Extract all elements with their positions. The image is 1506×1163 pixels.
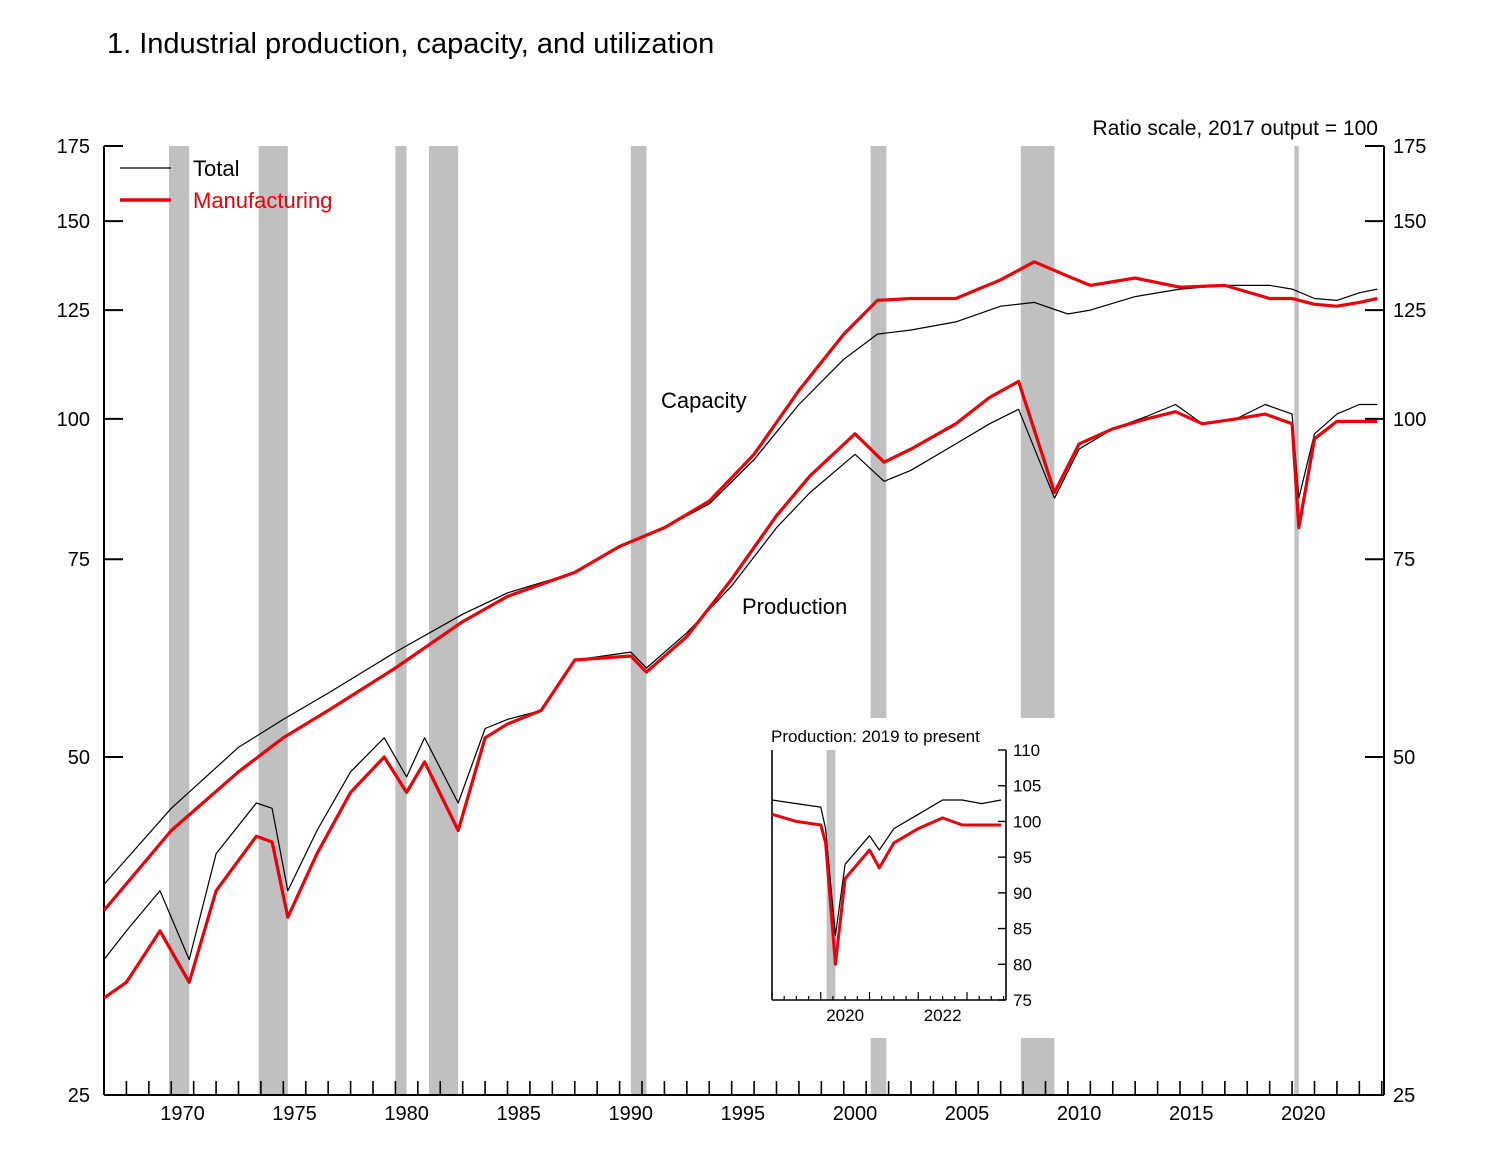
y-tick-label-right-25: 25 [1393,1085,1415,1107]
inset-total-line [771,799,1002,937]
x-tick-label-1970: 1970 [160,1103,205,1125]
y-tick-label-right-125: 125 [1393,300,1426,322]
y-tick-label-right-75: 75 [1393,549,1415,571]
inset-title: Production: 2019 to present [771,727,980,746]
inset-y-tick-label-95: 95 [1013,848,1032,867]
x-tick-label-1985: 1985 [496,1103,541,1125]
x-tick-label-1975: 1975 [272,1103,317,1125]
y-tick-label-left-25: 25 [68,1085,90,1107]
inset-axes: 75 80 85 90 95 100 105 110 2020 2022 [771,741,1041,1025]
recession-bar-7 [1294,146,1299,1095]
recession-bar-3 [429,146,459,1095]
legend-manufacturing-label: Manufacturing [193,188,332,213]
production-manufacturing-line [103,379,1378,1000]
inset-recession-bar-0 [826,750,836,1000]
inset-x-tick-label-2020: 2020 [826,1006,864,1025]
inset-y-tick-label-110: 110 [1013,741,1040,760]
inset-series [771,799,1002,966]
y-tick-label-right-150: 150 [1393,211,1426,233]
y-tick-label-left-50: 50 [68,747,90,769]
recession-bar-1 [258,146,288,1095]
production-total-line [103,403,1378,961]
y-tick-label-right-100: 100 [1393,409,1426,431]
capacity-manufacturing-line [102,260,1378,912]
inset-y-tick-label-75: 75 [1013,991,1032,1010]
inset-y-tick-label-80: 80 [1013,955,1032,974]
inset-y-tick-label-100: 100 [1013,812,1041,831]
inset-chart: Production: 2019 to present 75 80 85 90 95 10… [762,718,1062,1038]
recession-bar-0 [169,146,190,1095]
x-tick-label-2005: 2005 [945,1103,990,1125]
y-tick-label-left-125: 125 [57,300,90,322]
legend: Total Manufacturing [120,156,332,213]
x-tick-label-2020: 2020 [1281,1103,1326,1125]
capacity-total-line [103,284,1378,885]
y-tick-label-left-150: 150 [57,211,90,233]
y-tick-label-left-75: 75 [68,549,90,571]
legend-total-label: Total [193,156,239,181]
capacity-annotation: Capacity [661,388,747,413]
x-tick-label-2000: 2000 [833,1103,878,1125]
x-tick-label-1980: 1980 [384,1103,429,1125]
y-tick-label-left-100: 100 [57,409,90,431]
y-tick-label-left-175: 175 [57,136,90,158]
scale-note: Ratio scale, 2017 output = 100 [1093,117,1378,140]
x-tick-label-2010: 2010 [1057,1103,1102,1125]
x-tick-label-2015: 2015 [1169,1103,1214,1125]
inset-background [762,718,1062,1038]
inset-y-tick-label-85: 85 [1013,920,1032,939]
main-series [102,260,1378,1000]
main-axes: 25 25 50 50 75 75 100 100 125 125 150 150 175 175 1970… [57,136,1427,1125]
recession-bar-4 [630,146,647,1095]
inset-x-tick-label-2022: 2022 [924,1006,962,1025]
y-tick-label-right-175: 175 [1393,136,1426,158]
inset-recession-bars [826,750,836,1000]
recession-bars [169,146,1299,1095]
x-tick-label-1995: 1995 [721,1103,766,1125]
production-annotation: Production [742,594,847,619]
inset-y-tick-label-105: 105 [1013,777,1041,796]
inset-manufacturing-line [771,812,1002,966]
inset-y-tick-label-90: 90 [1013,884,1032,903]
chart-title: 1. Industrial production, capacity, and … [107,28,714,60]
y-tick-label-right-50: 50 [1393,747,1415,769]
recession-bar-2 [395,146,407,1095]
x-tick-label-1990: 1990 [609,1103,654,1125]
